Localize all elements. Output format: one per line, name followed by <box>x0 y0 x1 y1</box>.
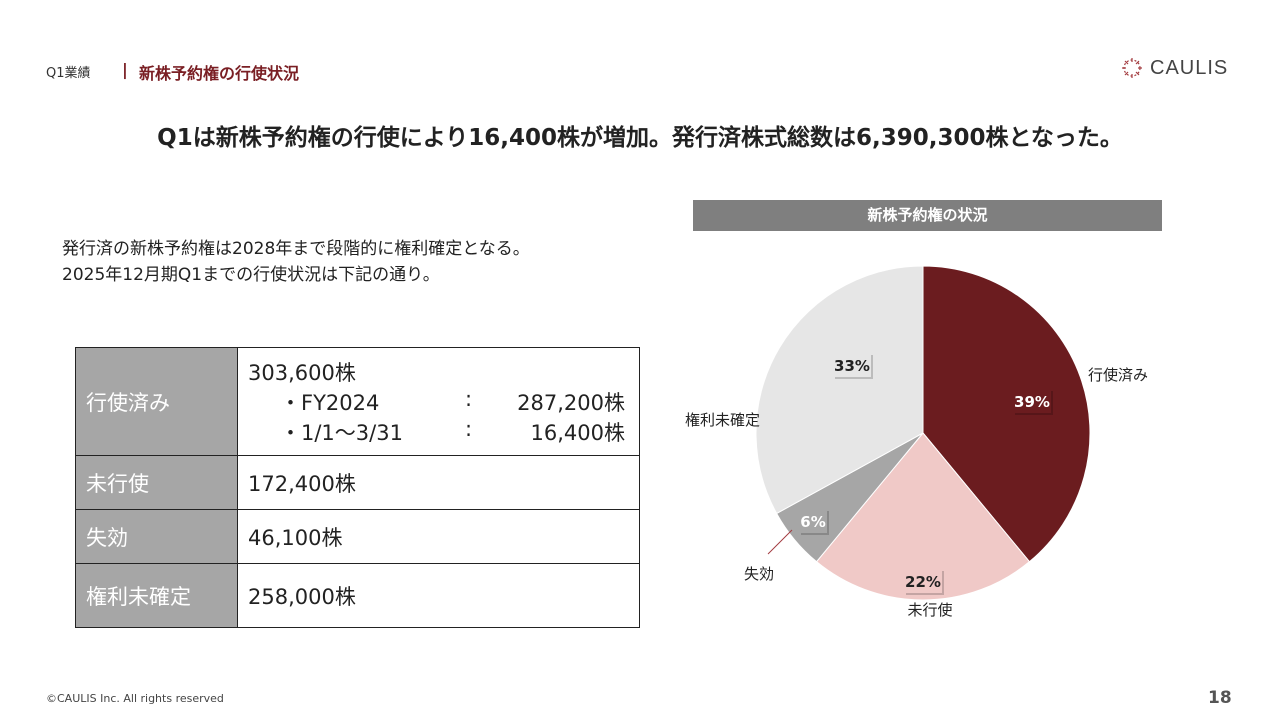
pie-percent-label: 6% <box>800 513 825 531</box>
footer-copyright: ©CAULIS Inc. All rights reserved <box>46 692 224 705</box>
label-box <box>799 509 827 533</box>
row-value: 172,400株 <box>237 455 640 510</box>
table-row: 行使済み 303,600株 ・FY2024 : 287,200株 ・1/1～3/… <box>75 347 640 456</box>
row-value: 258,000株 <box>237 563 640 628</box>
table-row: 失効 46,100株 <box>75 509 640 564</box>
pie-data-label: 39% <box>1013 389 1053 415</box>
label-box <box>904 569 942 593</box>
section-label: Q1業績 <box>46 66 91 81</box>
chart-header: 新株予約権の状況 <box>693 200 1162 231</box>
section-divider: | <box>122 60 128 79</box>
logo-text: CAULIS <box>1150 56 1229 79</box>
pie-percent-label: 39% <box>1014 393 1050 411</box>
body-text: 発行済の新株予約権は2028年まで段階的に権利確定となる。 2025年12月期Q… <box>62 236 530 288</box>
pie-data-label: 22% <box>904 569 944 595</box>
headline: Q1は新株予約権の行使により16,400株が増加。発行済株式総数は6,390,3… <box>157 125 1123 151</box>
row-label: 行使済み <box>75 347 238 456</box>
sub-label: ・FY2024 <box>280 390 380 415</box>
pie-slice <box>922 265 1091 563</box>
pie-percent-label: 33% <box>834 357 870 375</box>
row-label: 未行使 <box>75 455 238 510</box>
row-label: 権利未確定 <box>75 563 238 628</box>
sub-value: 16,400株 <box>530 420 625 445</box>
logo-mark-icon <box>1122 58 1142 78</box>
body-line: 2025年12月期Q1までの行使状況は下記の通り。 <box>62 265 440 285</box>
table-row: 権利未確定 258,000株 <box>75 563 640 628</box>
pie-category-label: 失効 <box>744 565 774 583</box>
section-title: 新株予約権の行使状況 <box>139 64 300 83</box>
pie-percent-label: 22% <box>905 573 941 591</box>
pie-slice <box>815 432 1031 601</box>
sub-label: ・1/1～3/31 <box>280 420 403 445</box>
sub-row: ・FY2024 : 287,200株 <box>248 387 638 417</box>
sub-value: 287,200株 <box>517 390 625 415</box>
sub-row: ・1/1～3/31 : 16,400株 <box>248 417 638 447</box>
exercised-total: 303,600株 <box>248 360 356 385</box>
row-label: 失効 <box>75 509 238 564</box>
pie-category-label: 行使済み <box>1088 366 1148 384</box>
label-box <box>1013 389 1051 413</box>
exercise-table: 行使済み 303,600株 ・FY2024 : 287,200株 ・1/1～3/… <box>75 347 640 628</box>
pie-slice <box>755 265 924 515</box>
label-box <box>833 353 871 377</box>
row-value: 303,600株 ・FY2024 : 287,200株 ・1/1～3/31 : … <box>237 347 640 456</box>
sub-colon: : <box>465 416 473 441</box>
pie-category-label: 権利未確定 <box>685 411 760 429</box>
sub-colon: : <box>465 386 473 411</box>
table-row: 未行使 172,400株 <box>75 455 640 510</box>
pie-data-label: 6% <box>799 509 829 535</box>
row-value: 46,100株 <box>237 509 640 564</box>
caulis-logo: CAULIS <box>1120 56 1228 80</box>
pie-category-label: 未行使 <box>907 601 952 619</box>
page-number: 18 <box>1208 688 1232 708</box>
body-line: 発行済の新株予約権は2028年まで段階的に権利確定となる。 <box>62 239 530 259</box>
pie-data-label: 33% <box>833 353 873 379</box>
leader-line <box>767 529 793 555</box>
